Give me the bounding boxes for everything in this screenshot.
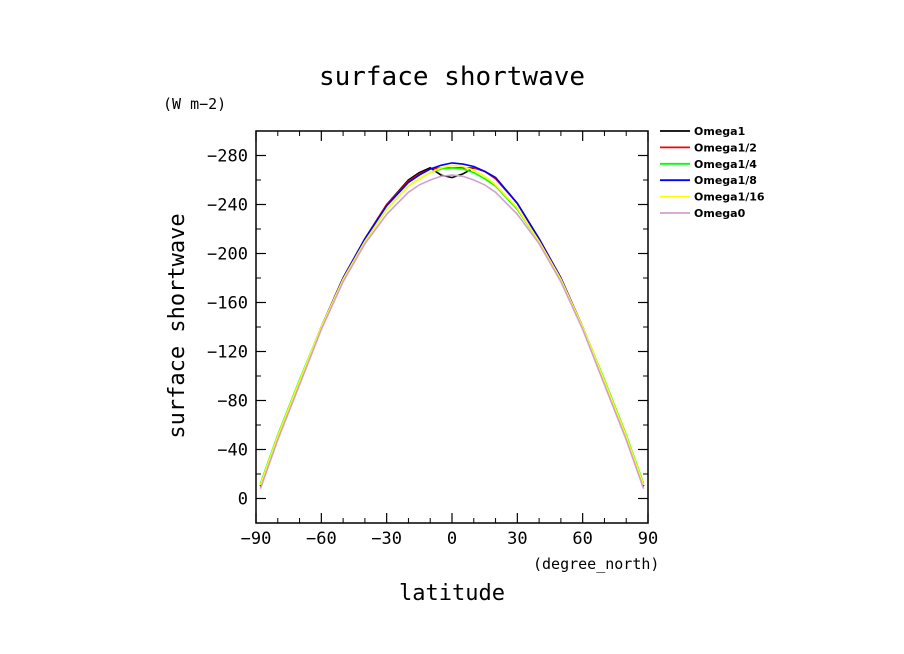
x-tick-label: 30 [507, 529, 527, 549]
x-tick-label: 90 [638, 529, 658, 549]
y-tick-label: −80 [217, 392, 248, 412]
axis-ticks [255, 130, 649, 524]
legend-label-4: Omega1/16 [694, 191, 765, 204]
legend-label-0: Omega1 [694, 125, 745, 138]
y-tick-label: −120 [207, 343, 248, 363]
legend-label-3: Omega1/8 [694, 174, 757, 187]
series-line-5 [259, 174, 645, 489]
x-axis-label: latitude [399, 581, 505, 606]
legend-label-1: Omega1/2 [694, 141, 757, 154]
chart-title: surface shortwave [319, 62, 585, 92]
y-units: (W m−2) [163, 95, 226, 113]
y-tick-label: −40 [217, 441, 248, 461]
x-tick-label: 0 [447, 529, 457, 549]
x-tick-label: 60 [572, 529, 592, 549]
series-line-1 [259, 167, 645, 487]
y-tick-label: −200 [207, 245, 248, 265]
y-tick-label: −280 [207, 147, 248, 167]
legend: Omega1 Omega1/2 Omega1/4 Omega1/8 Omega1/16 O… [660, 125, 765, 220]
x-tick-label: −60 [306, 529, 337, 549]
legend-label-5: Omega0 [694, 207, 746, 220]
series-line-3 [259, 162, 645, 487]
tick-labels: −90 −60 −30 0 30 60 90 0 −40 −80 −120 −160 −200 −240 −… [207, 147, 658, 550]
plot-lines [259, 162, 645, 489]
y-axis-label: surface shortwave [165, 213, 190, 438]
y-tick-label: 0 [238, 490, 248, 510]
plot-frame [255, 130, 649, 524]
x-tick-label: −90 [241, 529, 272, 549]
y-tick-label: −160 [207, 294, 248, 314]
y-tick-label: −240 [207, 196, 248, 216]
series-line-2 [259, 166, 645, 485]
series-line-0 [259, 166, 645, 487]
legend-label-2: Omega1/4 [694, 158, 757, 171]
x-tick-label: −30 [371, 529, 402, 549]
series-line-4 [259, 164, 645, 486]
x-units: (degree_north) [533, 555, 659, 573]
